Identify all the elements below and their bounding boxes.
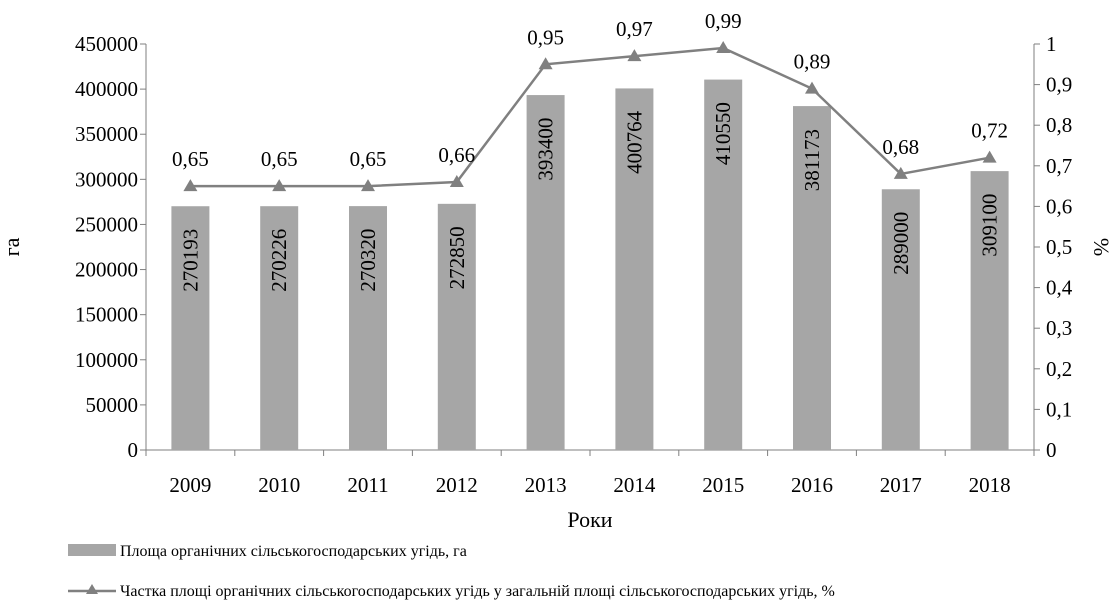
bar xyxy=(793,106,831,450)
y2-axis-title: % xyxy=(1089,238,1111,256)
line-series xyxy=(183,41,997,192)
legend: Площа органічних сільськогосподарських у… xyxy=(68,543,835,600)
bar-data-label: 393400 xyxy=(534,118,558,181)
y-tick-label: 350000 xyxy=(75,122,138,146)
bar xyxy=(526,95,565,450)
legend-swatch-bars xyxy=(68,544,116,556)
line-data-label: 0,89 xyxy=(794,50,831,74)
bar-data-label: 272850 xyxy=(445,226,469,289)
x-tick-label: 2012 xyxy=(436,473,478,497)
bar-series xyxy=(171,79,1009,451)
line-data-label: 0,65 xyxy=(261,147,298,171)
line-data-label: 0,72 xyxy=(971,119,1008,143)
y2-tick-label: 0,9 xyxy=(1046,73,1072,97)
y-tick-label: 300000 xyxy=(75,167,138,191)
y2-tick-label: 0,3 xyxy=(1046,316,1072,340)
y2-tick-label: 0,2 xyxy=(1046,357,1072,381)
tick-labels: 0 50000 100000 150000 200000 250000 300000 3500… xyxy=(75,32,1073,497)
line-marker xyxy=(538,57,553,70)
bar-data-label: 309100 xyxy=(978,194,1002,257)
y-tick-label: 200000 xyxy=(75,258,138,282)
y-tick-label: 100000 xyxy=(75,348,138,372)
bar-data-labels: 270193 270226 270320 272850 393400 400764 4105… xyxy=(178,102,1001,292)
line-marker xyxy=(627,49,642,62)
bar xyxy=(171,206,210,450)
x-tick-label: 2010 xyxy=(258,473,300,497)
bar-data-label: 270226 xyxy=(267,229,291,292)
line-marker xyxy=(893,166,908,179)
x-tick-label: 2011 xyxy=(347,473,388,497)
y-tick-label: 50000 xyxy=(86,393,139,417)
line-data-label: 0,66 xyxy=(438,143,475,167)
line-marker xyxy=(716,41,731,54)
y-tick-label: 400000 xyxy=(75,77,138,101)
y2-tick-label: 0,8 xyxy=(1046,113,1072,137)
bar-data-label: 410550 xyxy=(711,102,735,165)
bar xyxy=(437,203,476,450)
bar-data-label: 400764 xyxy=(622,110,646,174)
y2-tick-label: 1 xyxy=(1046,32,1057,56)
bar-data-label: 381173 xyxy=(800,129,824,191)
y2-tick-label: 0 xyxy=(1046,438,1057,462)
x-tick-label: 2016 xyxy=(791,473,833,497)
bar-data-label: 270193 xyxy=(178,229,202,292)
y-tick-label: 450000 xyxy=(75,32,138,56)
line-data-label: 0,95 xyxy=(527,25,564,49)
y2-tick-label: 0,5 xyxy=(1046,235,1072,259)
x-axis-title: Роки xyxy=(567,507,612,532)
y-tick-label: 250000 xyxy=(75,212,138,236)
x-tick-label: 2017 xyxy=(880,473,922,497)
x-tick-label: 2018 xyxy=(969,473,1011,497)
y2-tick-label: 0,7 xyxy=(1046,154,1072,178)
x-tick-label: 2009 xyxy=(169,473,211,497)
line-marker xyxy=(183,179,198,192)
y-tick-label: 150000 xyxy=(75,303,138,327)
x-tick-label: 2013 xyxy=(525,473,567,497)
y-tick-label: 0 xyxy=(128,438,139,462)
series-line xyxy=(190,46,990,188)
legend-label-bars: Площа органічних сільськогосподарських у… xyxy=(120,543,467,560)
y2-tick-label: 0,4 xyxy=(1046,276,1073,300)
line-marker xyxy=(272,179,287,192)
legend-marker-triangle xyxy=(86,584,98,594)
line-marker xyxy=(361,179,375,192)
y2-tick-label: 0,6 xyxy=(1046,194,1072,218)
bar xyxy=(704,79,743,451)
line-marker xyxy=(449,175,464,188)
line-data-label: 0,65 xyxy=(350,147,387,171)
bar xyxy=(260,206,299,450)
bar xyxy=(615,88,654,450)
line-marker xyxy=(982,150,997,163)
bar-data-label: 270320 xyxy=(356,229,380,292)
bar xyxy=(970,171,1009,450)
y2-tick-label: 0,1 xyxy=(1046,397,1072,421)
x-tick-label: 2015 xyxy=(702,473,744,497)
bar-data-label: 289000 xyxy=(889,212,913,275)
line-data-label: 0,97 xyxy=(616,17,653,41)
legend-label-line: Частка площі органічних сільськогосподар… xyxy=(120,583,835,600)
bar xyxy=(881,189,920,450)
line-data-label: 0,65 xyxy=(172,147,209,171)
line-data-label: 0,99 xyxy=(705,9,742,33)
x-tick-label: 2014 xyxy=(613,473,656,497)
line-marker xyxy=(805,81,819,94)
bar xyxy=(349,206,387,450)
line-data-labels: 0,65 0,65 0,65 0,66 0,95 0,97 0,99 0,89 0,68 0,72 xyxy=(172,9,1008,171)
line-data-label: 0,68 xyxy=(882,135,919,159)
y-axis-title: га xyxy=(0,237,24,256)
